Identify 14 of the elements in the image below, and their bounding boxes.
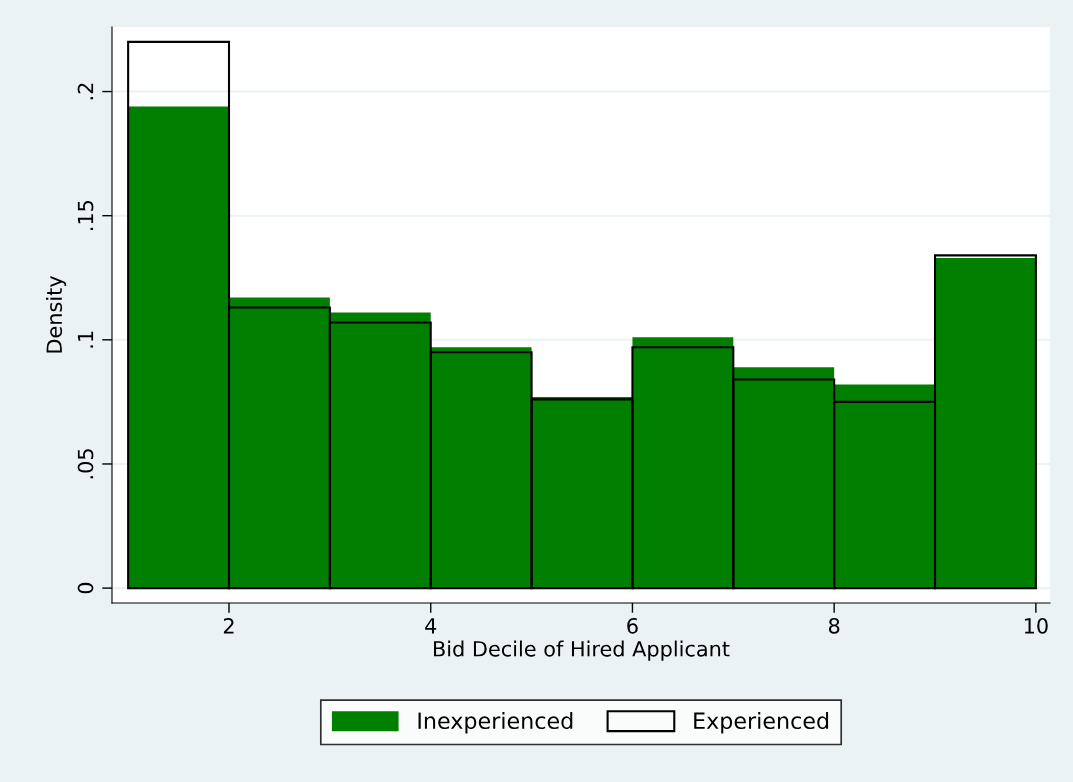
- y-tick-label: .2: [77, 83, 94, 100]
- legend-label: Inexperienced: [418, 711, 573, 734]
- x-tick-label: 10: [1024, 617, 1048, 634]
- x-tick-label: 4: [425, 618, 437, 634]
- y-tick-label: .1: [77, 331, 94, 348]
- x-axis-title: Bid Decile of Hired Applicant: [434, 640, 730, 661]
- y-tick-label: .15: [77, 200, 94, 231]
- y-axis-title: Density: [45, 276, 67, 353]
- legend-label: Experienced: [694, 711, 829, 734]
- x-tick-label: 2: [223, 617, 234, 634]
- x-tick-label: 6: [627, 617, 638, 634]
- y-tick-label: .05: [77, 449, 94, 479]
- x-tick-label: 8: [828, 617, 840, 634]
- y-tick-label: 0: [77, 582, 94, 594]
